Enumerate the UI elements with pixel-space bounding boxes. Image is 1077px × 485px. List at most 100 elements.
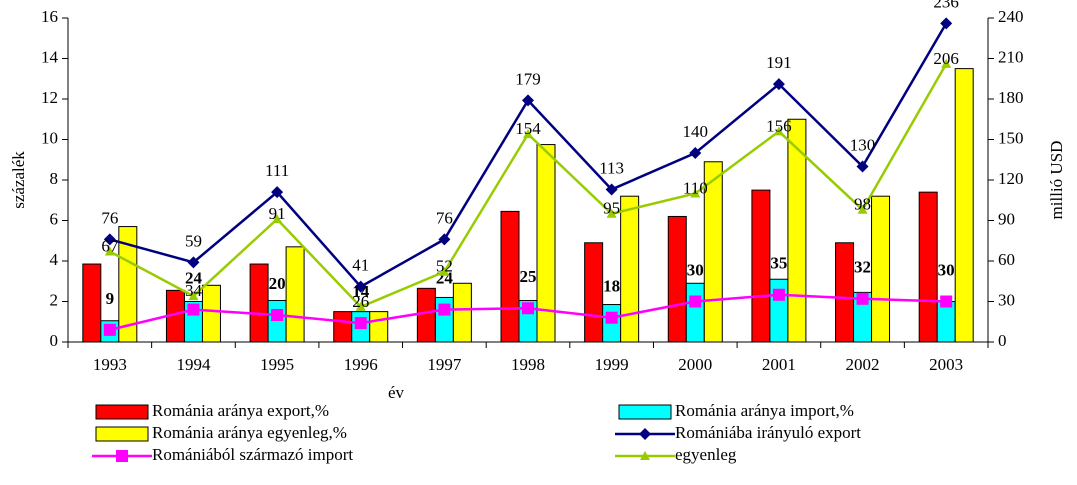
bar (285, 246, 305, 343)
bar (452, 282, 472, 343)
marker (689, 295, 702, 308)
legend-label: Románia aránya egyenleg,% (152, 423, 347, 442)
data-label: 91 (269, 204, 286, 223)
data-label: 206 (933, 49, 959, 68)
y2-tick-label: 0 (998, 331, 1007, 350)
data-label: 30 (938, 260, 955, 279)
marker (438, 303, 451, 316)
bar (751, 189, 771, 343)
y-tick-label: 16 (41, 7, 58, 26)
marker (187, 303, 200, 316)
marker (354, 280, 367, 293)
data-label: 18 (603, 277, 620, 296)
bar (703, 161, 723, 343)
marker (354, 317, 367, 330)
marker (104, 246, 115, 256)
marker (605, 311, 618, 324)
bar (249, 263, 269, 343)
y2-tick-label: 240 (998, 7, 1024, 26)
data-label: 14 (352, 282, 370, 301)
data-label: 24 (185, 269, 203, 288)
data-label: 76 (101, 208, 118, 227)
y-tick-label: 4 (50, 250, 59, 269)
marker (772, 288, 785, 301)
x-tick-label: 2003 (929, 355, 963, 374)
marker (103, 233, 116, 246)
y2-tick-label: 120 (998, 169, 1024, 188)
y-tick-label: 2 (50, 290, 59, 309)
marker (272, 214, 283, 224)
data-label: 111 (265, 161, 289, 180)
data-label: 95 (603, 199, 620, 218)
bar (787, 118, 807, 343)
x-tick-label: 2002 (846, 355, 880, 374)
bar (769, 278, 789, 343)
data-label: 113 (599, 158, 624, 177)
x-tick-label: 1993 (93, 355, 127, 374)
y-tick-label: 12 (41, 88, 58, 107)
marker (116, 450, 128, 462)
marker (689, 147, 702, 159)
bar (954, 68, 974, 343)
bar (620, 195, 640, 343)
data-label: 236 (933, 0, 959, 11)
bar (201, 284, 221, 343)
x-tick-label: 2001 (762, 355, 796, 374)
marker (605, 183, 618, 196)
marker (941, 58, 952, 68)
legend-label: Romániából származó import (152, 445, 353, 464)
legend-swatch (618, 404, 672, 420)
marker (606, 208, 617, 218)
bar (416, 287, 436, 343)
marker (856, 160, 869, 173)
x-tick-label: 1994 (176, 355, 211, 374)
data-label: 26 (352, 292, 369, 311)
bar (267, 299, 287, 343)
marker (640, 451, 650, 460)
legend-swatch (95, 426, 149, 442)
y2-tick-label: 30 (998, 290, 1015, 309)
data-label: 25 (520, 267, 537, 286)
marker (772, 78, 785, 91)
data-label: 154 (515, 119, 541, 138)
y2-axis-label: millió USD (1047, 141, 1066, 220)
marker (103, 323, 116, 336)
x-tick-label: 1996 (344, 355, 378, 374)
y-axis-label: százalék (9, 151, 28, 209)
marker (773, 126, 784, 136)
y-tick-label: 14 (41, 47, 59, 66)
data-label: 41 (352, 256, 369, 275)
data-label: 9 (106, 289, 115, 308)
bar (918, 191, 938, 343)
marker (523, 129, 533, 139)
marker (355, 301, 366, 311)
y-tick-label: 8 (50, 169, 59, 188)
bar (82, 263, 102, 343)
marker (438, 233, 451, 246)
data-label: 35 (770, 254, 787, 273)
y2-tick-label: 90 (998, 209, 1015, 228)
bar (118, 226, 138, 343)
y2-tick-label: 150 (998, 128, 1024, 147)
legend-label: Romániába irányuló export (675, 423, 861, 442)
marker (940, 295, 953, 308)
bar (871, 195, 891, 343)
data-label: 140 (683, 122, 709, 141)
marker (187, 256, 200, 269)
data-label: 98 (854, 195, 871, 214)
bar (667, 215, 687, 343)
marker (271, 309, 284, 321)
marker (690, 188, 701, 198)
bar (584, 242, 604, 343)
data-label: 67 (101, 236, 119, 255)
bar (936, 301, 956, 343)
data-label: 76 (436, 208, 453, 227)
marker (522, 94, 534, 107)
legend-label: egyenleg (675, 445, 737, 464)
marker (856, 292, 869, 305)
legend-label: Románia aránya export,% (152, 401, 329, 420)
data-label: 32 (854, 258, 871, 277)
bar (835, 242, 855, 343)
data-label: 191 (766, 53, 792, 72)
